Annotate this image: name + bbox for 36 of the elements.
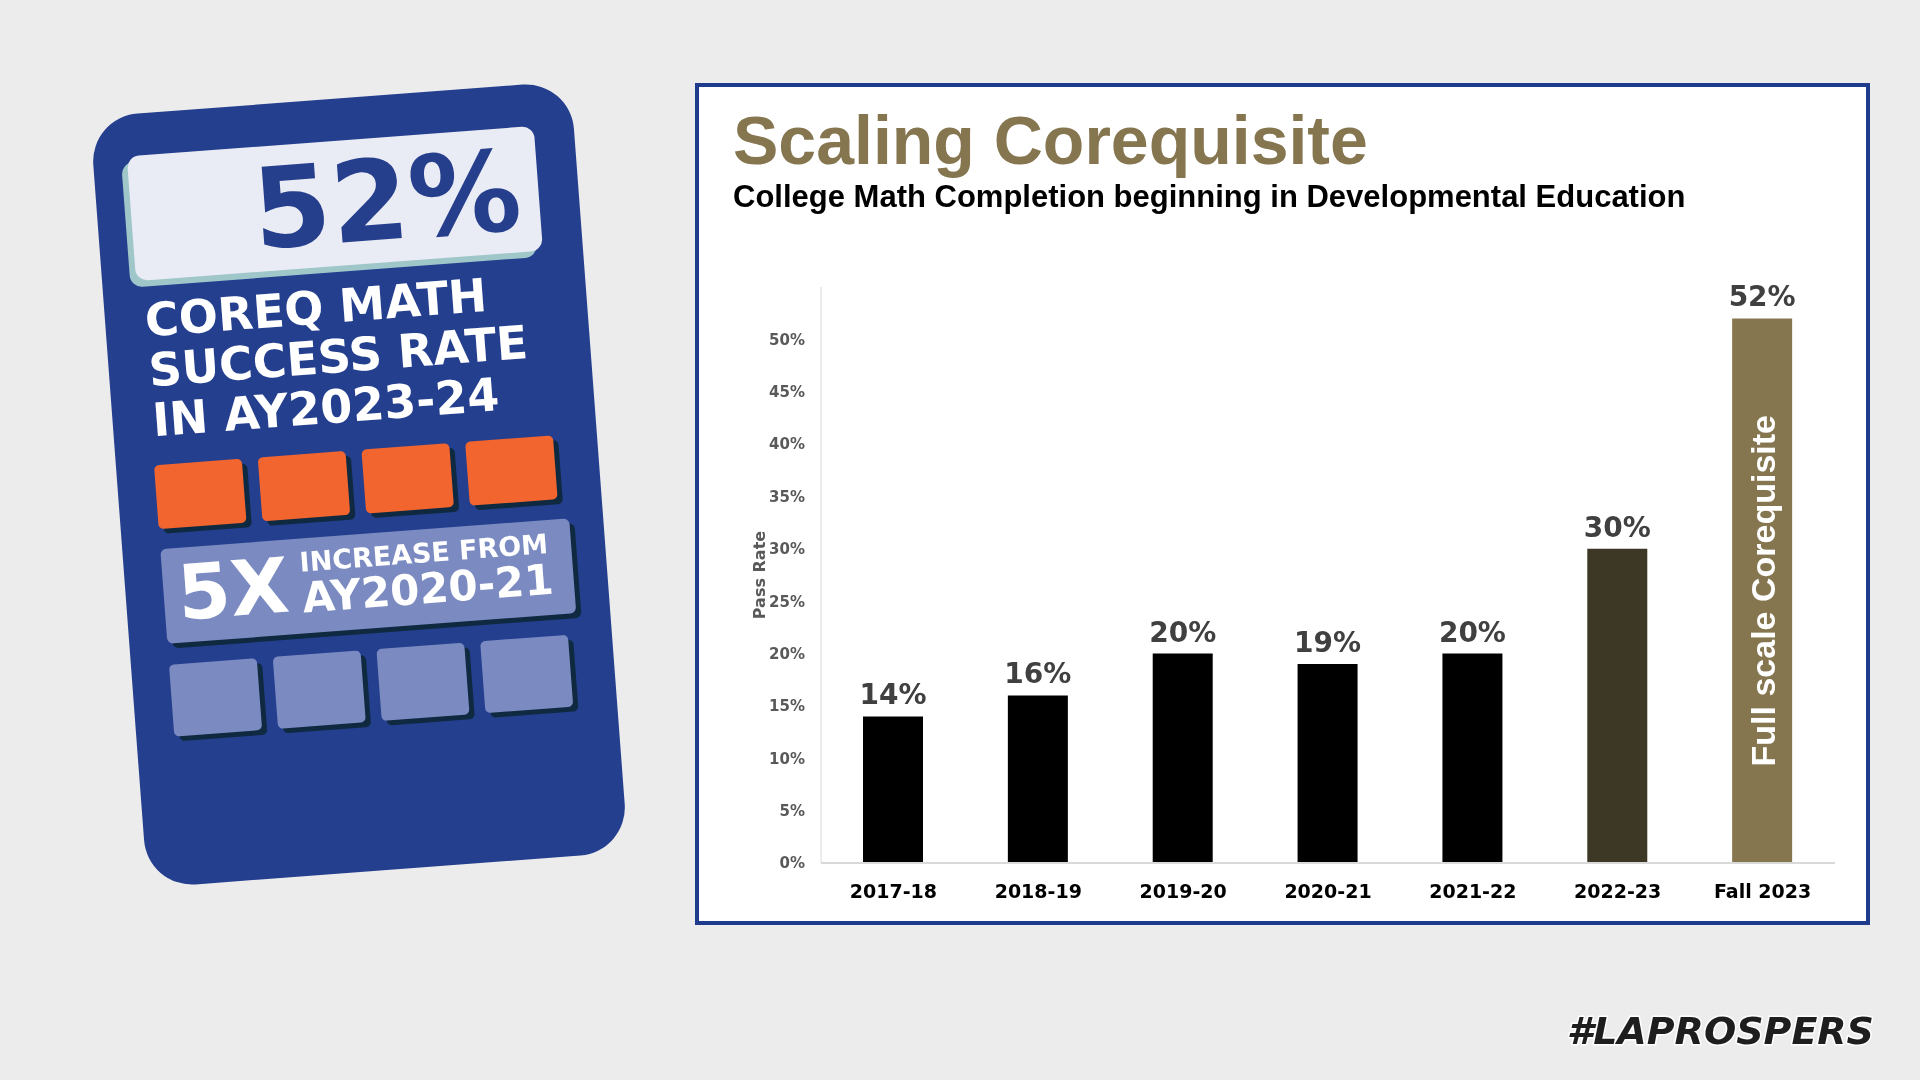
bar (863, 716, 923, 863)
y-tick-label: 45% (769, 383, 805, 402)
bar (1297, 664, 1358, 863)
x-tick-label: 2017-18 (849, 880, 938, 903)
data-label: 14% (859, 678, 927, 712)
y-tick-label: 25% (769, 592, 805, 611)
y-tick-label: 40% (769, 435, 805, 454)
x-tick-label: 2019-20 (1139, 880, 1227, 903)
data-label: 16% (1004, 657, 1072, 691)
bar (1442, 653, 1503, 863)
data-label: 30% (1583, 510, 1651, 544)
data-label: 20% (1438, 615, 1506, 649)
y-tick-label: 10% (769, 749, 805, 768)
y-tick-label: 0% (779, 854, 805, 873)
y-tick-label: 20% (769, 644, 805, 663)
x-tick-label: 2020-21 (1284, 880, 1372, 903)
x-tick-label: 2021-22 (1429, 880, 1517, 903)
annotation: Full scale Corequisite (1743, 414, 1782, 767)
data-label: 52% (1728, 280, 1796, 314)
bar (1152, 653, 1213, 863)
chart-subtitle: College Math Completion beginning in Developmental Education (733, 179, 1686, 215)
data-label: 20% (1149, 615, 1217, 649)
y-tick-label: 35% (769, 487, 805, 506)
y-tick-label: 15% (769, 697, 805, 716)
x-tick-label: Fall 2023 (1713, 880, 1812, 903)
y-tick-label: 50% (769, 330, 805, 349)
bar (1587, 548, 1648, 863)
x-tick-label: 2022-23 (1574, 880, 1662, 903)
y-axis-title: Pass Rate (749, 530, 769, 620)
chart-title: Scaling Corequisite (733, 102, 1368, 178)
bar (1007, 695, 1068, 863)
text: #LAPROSPERS (1566, 1009, 1874, 1053)
y-tick-label: 5% (779, 801, 805, 820)
data-label: 19% (1294, 626, 1362, 660)
y-tick-label: 30% (769, 540, 805, 559)
x-tick-label: 2018-19 (994, 880, 1082, 903)
